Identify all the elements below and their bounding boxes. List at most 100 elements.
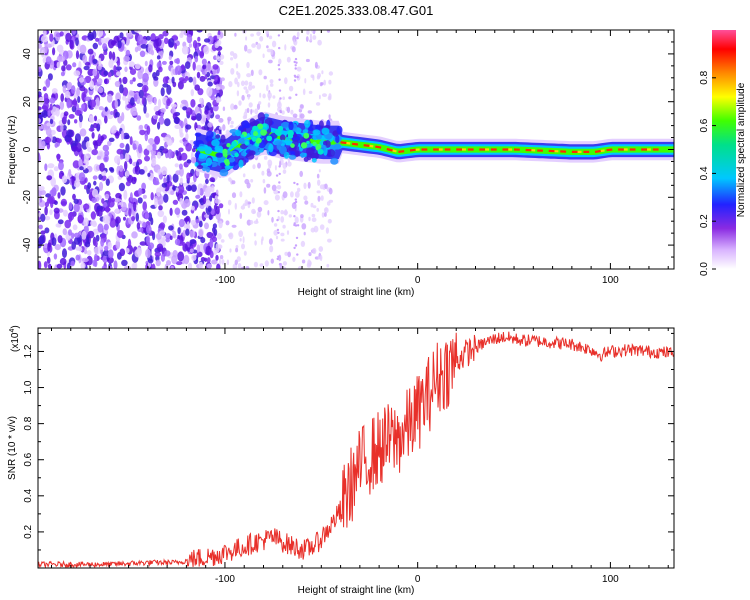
noise-speckle <box>83 203 90 210</box>
streak-speckle <box>295 61 298 64</box>
noise-speckle <box>239 191 243 198</box>
noise-speckle <box>220 85 225 90</box>
noise-speckle <box>184 76 189 81</box>
noise-speckle <box>79 128 87 137</box>
noise-speckle <box>174 66 178 76</box>
energy-blob <box>201 164 207 172</box>
noise-speckle <box>160 108 166 113</box>
colorbar-tick-label: 0.2 <box>699 214 710 228</box>
streak-speckle <box>277 231 280 234</box>
noise-speckle <box>44 201 50 208</box>
noise-speckle <box>206 257 211 264</box>
noise-speckle <box>116 60 121 67</box>
noise-speckle <box>71 85 76 94</box>
noise-speckle <box>190 205 195 211</box>
noise-speckle <box>177 80 184 90</box>
noise-speckle <box>229 124 234 128</box>
streak-speckle <box>294 57 298 61</box>
noise-speckle <box>132 111 138 116</box>
noise-speckle <box>288 85 294 92</box>
noise-speckle <box>142 201 147 211</box>
colorbar-axes: 0.0 0.2 0.4 0.6 0.8 <box>699 70 716 276</box>
snr-ylabel: SNR (10 * v/v) <box>7 416 18 480</box>
noise-speckle <box>179 177 183 186</box>
noise-speckle <box>61 65 66 72</box>
noise-speckle <box>96 30 104 38</box>
noise-speckle <box>166 174 170 184</box>
noise-speckle <box>301 259 306 264</box>
noise-speckle <box>220 77 225 82</box>
noise-speckle <box>73 70 81 77</box>
energy-blob <box>263 113 269 118</box>
noise-speckle <box>194 84 200 91</box>
noise-speckle <box>181 209 188 216</box>
noise-speckle <box>170 190 175 196</box>
noise-speckle <box>127 238 132 249</box>
energy-blob <box>248 150 256 156</box>
energy-blob <box>268 143 274 153</box>
noise-speckle <box>137 197 143 204</box>
noise-speckle <box>198 261 203 269</box>
noise-speckle <box>196 64 202 72</box>
noise-speckle <box>230 57 234 61</box>
energy-blob <box>196 164 204 170</box>
noise-speckle <box>280 210 284 215</box>
noise-speckle <box>142 221 147 228</box>
noise-speckle <box>274 194 280 201</box>
noise-speckle <box>294 191 300 198</box>
noise-speckle <box>168 225 174 231</box>
noise-speckle <box>229 51 235 56</box>
noise-speckle <box>130 97 135 106</box>
noise-speckle <box>114 197 121 203</box>
snr-ytick-label: 0.8 <box>23 416 34 430</box>
peak-blob <box>266 135 273 142</box>
noise-speckle <box>116 230 124 238</box>
noise-speckle <box>53 207 60 214</box>
noise-speckle <box>142 72 149 83</box>
noise-speckle <box>254 240 257 246</box>
noise-speckle <box>56 44 64 53</box>
noise-speckle <box>63 111 69 117</box>
noise-speckle <box>124 170 130 177</box>
noise-speckle <box>38 152 41 162</box>
noise-speckle <box>235 245 239 249</box>
noise-speckle <box>89 80 94 90</box>
noise-speckle <box>64 219 71 229</box>
noise-speckle <box>125 181 131 187</box>
noise-speckle <box>114 99 119 109</box>
noise-speckle <box>199 50 204 59</box>
noise-speckle <box>186 34 193 44</box>
snr-line <box>38 331 674 568</box>
energy-blob <box>205 166 211 173</box>
noise-speckle <box>190 99 196 108</box>
noise-speckle <box>141 182 147 191</box>
noise-speckle <box>129 158 133 165</box>
noise-speckle <box>186 159 192 164</box>
noise-speckle <box>214 75 218 82</box>
noise-speckle <box>166 139 173 146</box>
noise-speckle <box>288 214 292 218</box>
noise-speckle <box>296 66 302 72</box>
noise-speckle <box>135 212 139 222</box>
peak-blob <box>240 134 244 138</box>
energy-blob <box>215 134 221 139</box>
energy-blob <box>312 129 321 136</box>
energy-blob <box>320 144 327 151</box>
noise-speckle <box>305 58 310 63</box>
noise-speckle <box>320 195 324 201</box>
noise-speckle <box>40 230 46 235</box>
peak-blob <box>222 152 228 157</box>
noise-speckle <box>198 229 204 238</box>
noise-speckle <box>113 260 118 269</box>
noise-speckle <box>189 239 197 245</box>
noise-speckle <box>212 223 217 229</box>
peak-blob <box>262 123 267 128</box>
noise-speckle <box>84 136 90 143</box>
noise-speckle <box>154 115 158 120</box>
noise-speckle <box>259 263 264 267</box>
noise-speckle <box>179 132 184 138</box>
noise-speckle <box>189 248 194 253</box>
noise-speckle <box>253 261 258 268</box>
noise-speckle <box>199 97 203 104</box>
noise-speckle <box>226 259 230 266</box>
